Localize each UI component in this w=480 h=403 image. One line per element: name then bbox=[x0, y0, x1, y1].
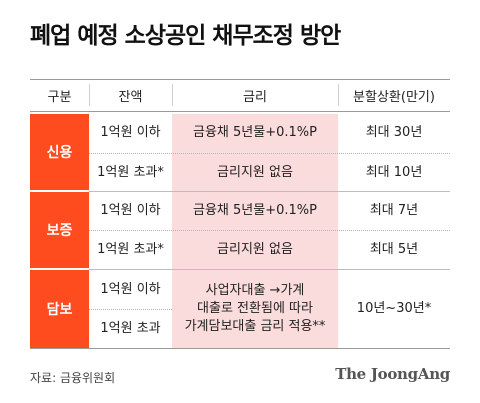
header-separator bbox=[89, 84, 90, 106]
table-cell-term: 최대 10년 bbox=[365, 164, 423, 180]
rate-note-line: 대출로 전환됨에 따라 bbox=[197, 301, 313, 316]
table-bottom-rule bbox=[30, 348, 450, 349]
table-cell-balance: 1억원 초과 bbox=[100, 321, 161, 336]
table-cell-balance: 1억원 초과* bbox=[97, 242, 164, 257]
header-bottom-rule bbox=[30, 111, 450, 112]
table-cell-term: 최대 5년 bbox=[369, 242, 419, 257]
table-cell-term: 최대 7년 bbox=[369, 203, 419, 218]
category-guarantee: 보증 bbox=[30, 192, 89, 268]
table-cell-balance: 1억원 이하 bbox=[100, 203, 161, 218]
header-balance: 잔액 bbox=[118, 89, 143, 105]
header-top-rule bbox=[30, 79, 450, 80]
header-separator bbox=[338, 84, 339, 106]
row-divider-dotted bbox=[89, 230, 450, 231]
category-collateral: 담보 bbox=[30, 270, 89, 348]
table-cell-rate: 금리지원 없음 bbox=[217, 164, 293, 180]
table-cell-rate: 금융채 5년물+0.1%P bbox=[193, 203, 317, 218]
table-cell-rate: 금리지원 없음 bbox=[217, 242, 293, 257]
row-divider-dotted bbox=[89, 153, 450, 154]
rate-note-line: 가계담보대출 금리 적용** bbox=[184, 319, 326, 334]
table-cell-rate-merged: 사업자대출 →가계 대출로 전환됨에 따라 가계담보대출 금리 적용** bbox=[172, 270, 338, 348]
row-divider-dotted bbox=[89, 309, 172, 310]
table-cell-balance: 1억원 이하 bbox=[100, 125, 161, 140]
table-cell-term-merged: 10년~30년* bbox=[356, 301, 432, 316]
header-separator bbox=[172, 84, 173, 106]
source-note: 자료: 금융위원회 bbox=[30, 371, 116, 385]
header-rate: 금리 bbox=[243, 89, 267, 105]
group-divider bbox=[89, 191, 450, 192]
table-cell-balance: 1억원 초과* bbox=[97, 164, 164, 180]
publisher-logo: The JoongAng bbox=[335, 365, 450, 383]
table-cell-rate: 금융채 5년물+0.1%P bbox=[193, 125, 317, 140]
header-category: 구분 bbox=[47, 89, 72, 105]
group-divider bbox=[89, 269, 450, 270]
category-credit: 신용 bbox=[30, 114, 89, 190]
table-cell-balance: 1억원 이하 bbox=[100, 281, 161, 297]
table-cell-term: 최대 30년 bbox=[365, 125, 423, 140]
rate-note-line: 사업자대출 →가계 bbox=[205, 283, 305, 298]
page-title: 폐업 예정 소상공인 채무조정 방안 bbox=[30, 23, 341, 49]
header-term: 분할상환(만기) bbox=[353, 89, 435, 105]
